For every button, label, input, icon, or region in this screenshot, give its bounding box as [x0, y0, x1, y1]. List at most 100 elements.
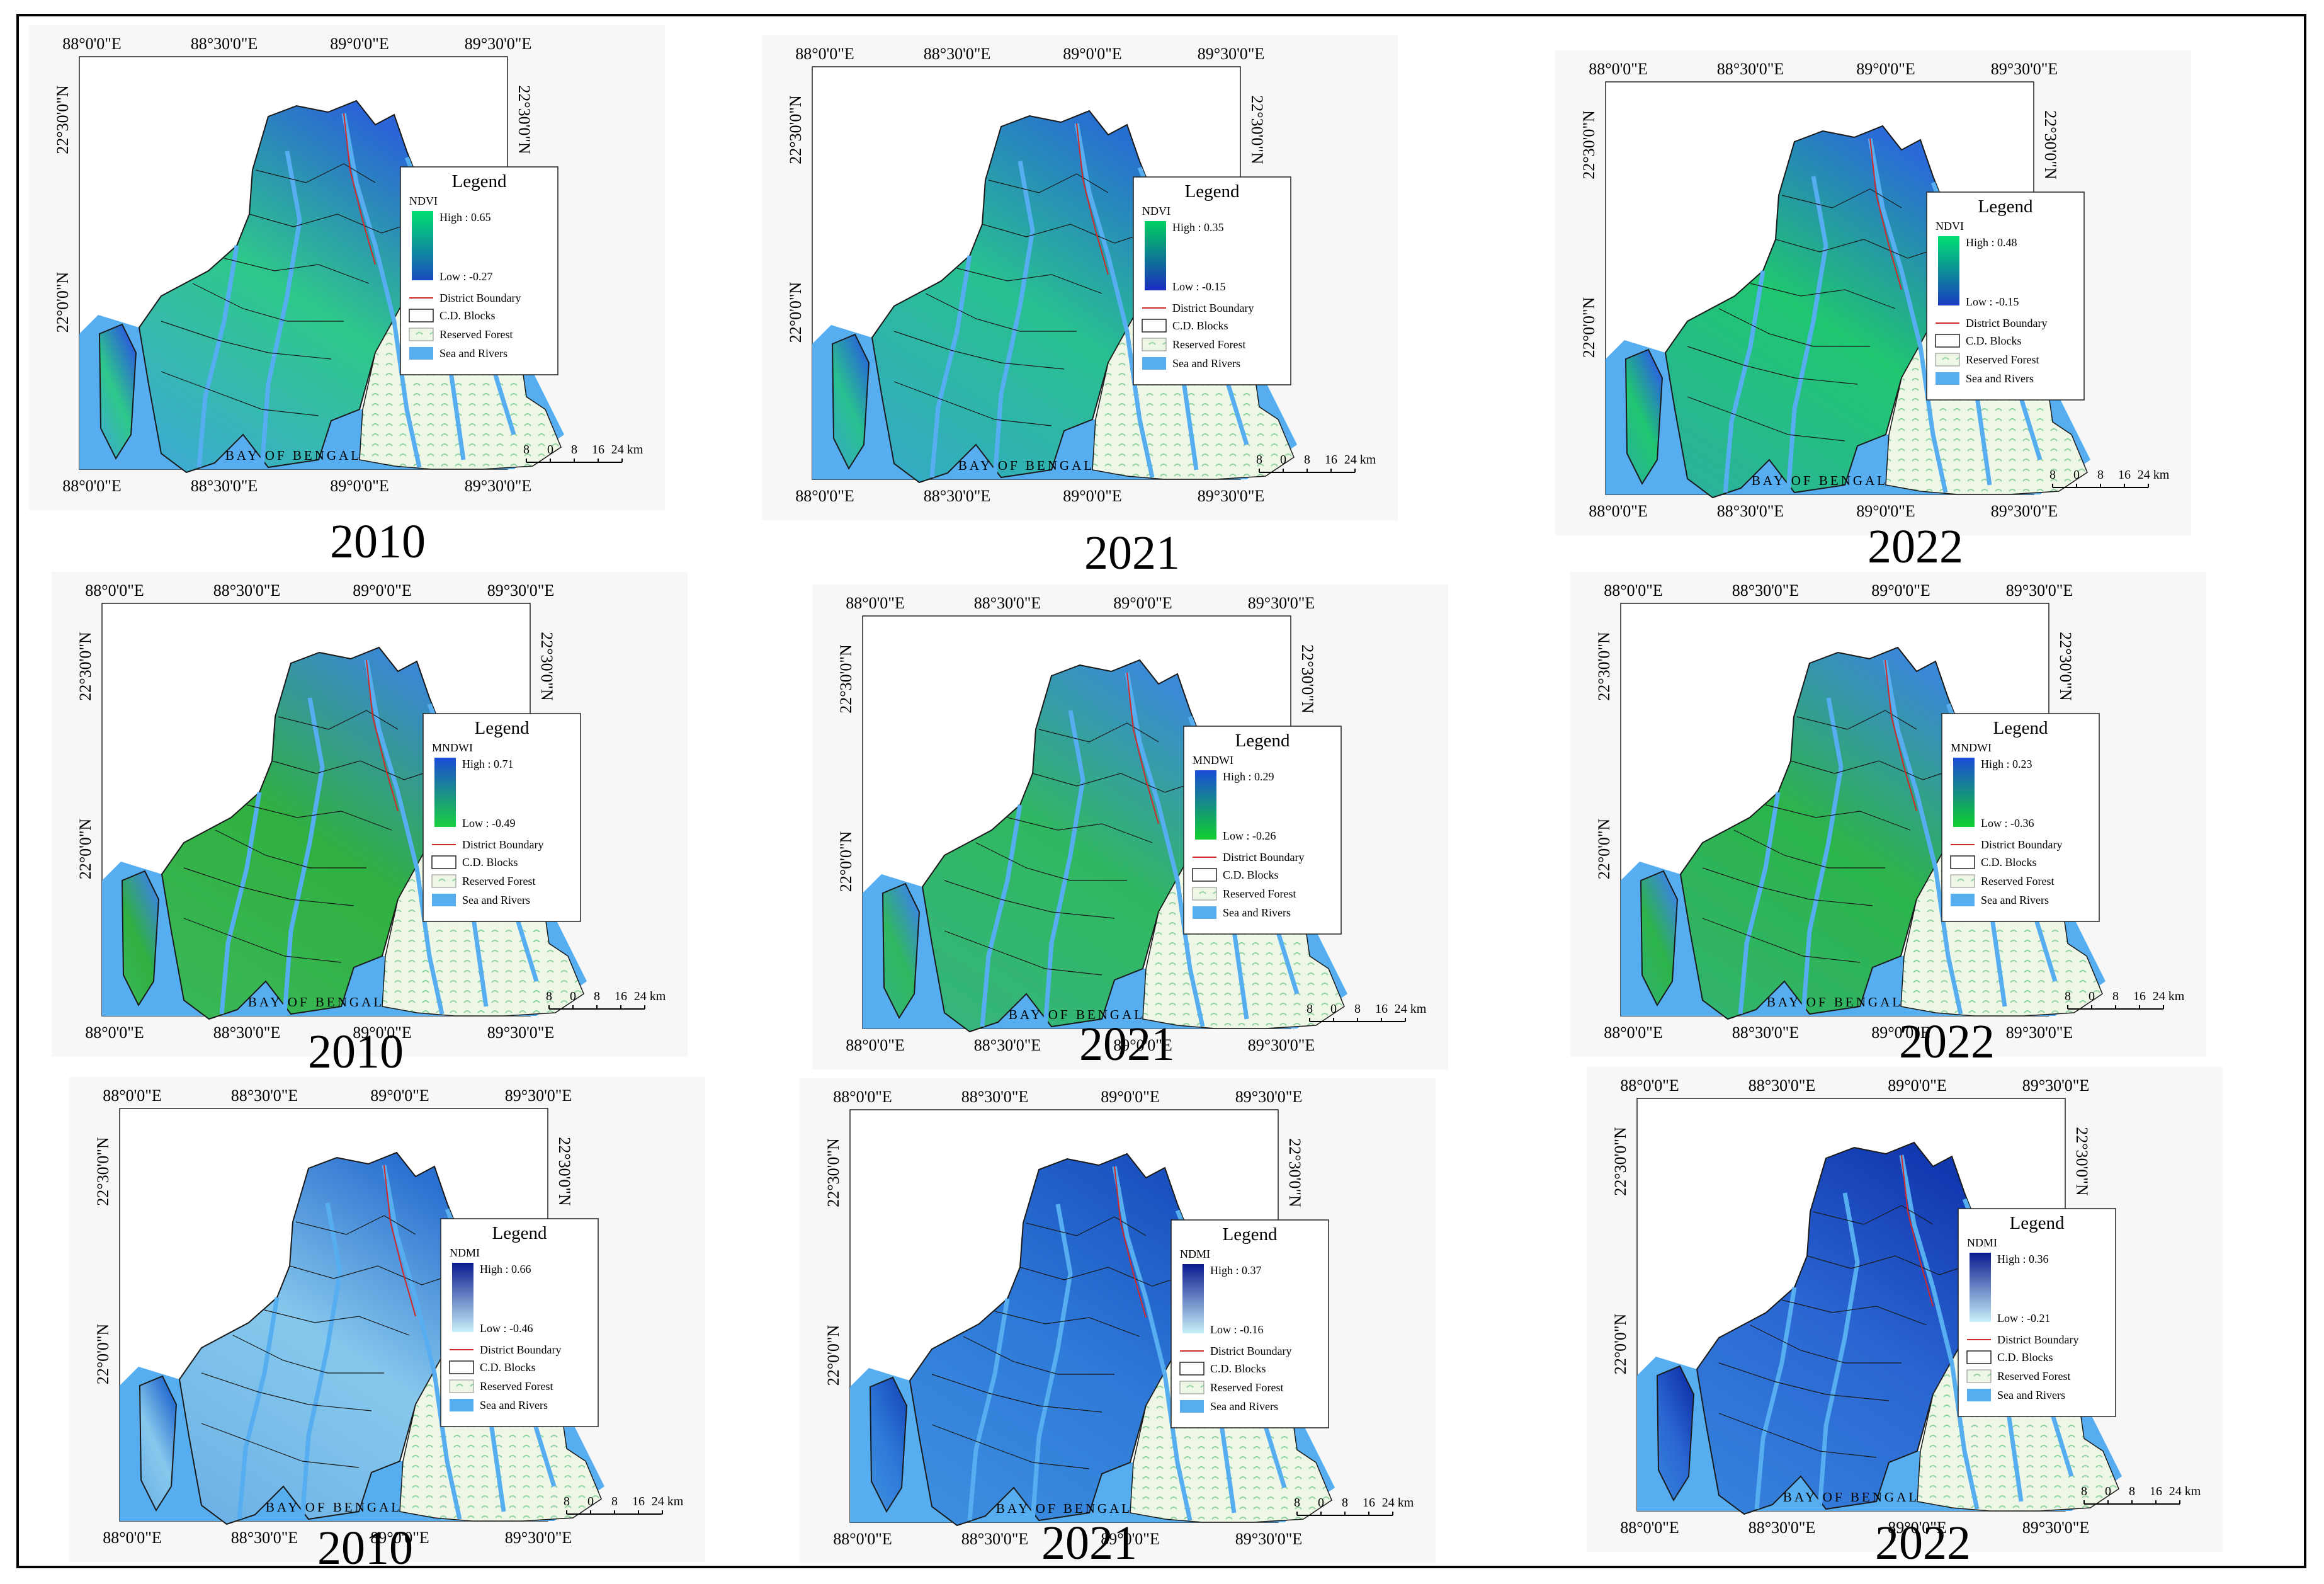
legend-high-value: High : 0.65	[439, 211, 491, 224]
block-boundary	[289, 1265, 460, 1285]
latitude-tick-label: 22°0'0"N	[1595, 819, 1613, 880]
scale-bar: 8 0 8 16 24 km	[2081, 1484, 2201, 1505]
legend-forest-swatch	[1950, 874, 1975, 888]
legend-index-name: NDMI	[1180, 1248, 1210, 1260]
longitude-tick-label: 88°30'0"E	[961, 1530, 1029, 1548]
island	[1624, 348, 1664, 486]
scale-bar-label: 24 km	[2169, 1484, 2201, 1498]
scale-bar: 8 0 8 16 24 km	[2065, 989, 2185, 1010]
legend-title: Legend	[492, 1223, 547, 1243]
latitude-tick-label: 22°0'0"N	[824, 1325, 842, 1386]
block-boundary	[264, 1309, 410, 1336]
legend-title: Legend	[452, 171, 507, 191]
map-panel-mndwi-2022: BAY OF BENGAL 88°0'0"E 88°0'0"E 88°30'0"E 88…	[1570, 572, 2206, 1057]
year-label: 2022	[1875, 1517, 1971, 1570]
longitude-tick-label: 88°30'0"E	[191, 477, 258, 495]
scale-bar-label: 8	[1304, 453, 1310, 467]
scale-bar-label: 0	[570, 989, 576, 1003]
legend-high-value: High : 0.37	[1210, 1264, 1262, 1277]
latitude-tick-label: 22°30'0"N	[1286, 1138, 1304, 1207]
longitude-tick-label: 89°0'0"E	[1101, 1530, 1160, 1548]
legend-reserved-forest: Reserved Forest	[1997, 1370, 2070, 1382]
scale-bar: 8 0 8 16 24 km	[1256, 453, 1376, 473]
legend-district-boundary: District Boundary	[480, 1343, 561, 1356]
legend-sea-swatch	[1193, 906, 1216, 919]
legend-forest-swatch	[1179, 1381, 1205, 1394]
map-panel-ndmi-2022: BAY OF BENGAL 88°0'0"E 88°0'0"E 88°30'0"E 88…	[1587, 1067, 2223, 1552]
latitude-tick-label: 22°30'0"N	[2073, 1127, 2091, 1196]
longitude-tick-label: 89°0'0"E	[1888, 1076, 1947, 1095]
block-boundary	[232, 1335, 384, 1374]
legend-low-value: Low : -0.46	[480, 1322, 533, 1335]
scale-bar-label: 16	[2118, 468, 2131, 482]
district-land	[909, 1153, 1256, 1527]
year-label: 2021	[1084, 527, 1180, 579]
longitude-tick-label: 88°0'0"E	[795, 487, 854, 505]
longitude-tick-label: 88°0'0"E	[1620, 1518, 1679, 1537]
longitude-tick-label: 89°30'0"E	[1198, 45, 1265, 63]
block-boundary	[931, 1374, 1102, 1413]
block-boundary	[1718, 1362, 1890, 1401]
block-boundary	[183, 918, 342, 963]
block-boundary	[893, 381, 1052, 426]
block-boundary	[215, 829, 366, 869]
longitude-tick-label: 89°30'0"E	[505, 1086, 572, 1105]
legend-cd-blocks: C.D. Blocks	[462, 856, 518, 869]
longitude-tick-label: 88°0'0"E	[1604, 581, 1663, 600]
legend-title: Legend	[1978, 197, 2033, 217]
legend-sea-swatch	[1967, 1389, 1991, 1401]
legend-color-ramp	[1145, 221, 1166, 290]
legend-color-ramp	[434, 758, 456, 827]
legend-low-value: Low : -0.16	[1210, 1323, 1264, 1336]
block-boundary	[893, 331, 1065, 370]
block-boundary	[975, 842, 1127, 881]
river	[1043, 710, 1085, 1027]
longitude-tick-label: 88°0'0"E	[103, 1086, 162, 1105]
legend-sea-and-rivers: Sea and Rivers	[462, 894, 530, 906]
longitude-tick-label: 88°30'0"E	[1717, 502, 1784, 520]
longitude-tick-label: 89°30'0"E	[1991, 60, 2058, 78]
district-boundary-line	[366, 659, 399, 812]
scale-bar-label: 8	[1307, 1002, 1313, 1016]
block-boundary	[1019, 1267, 1191, 1287]
block-boundary	[963, 1336, 1114, 1375]
longitude-tick-label: 88°30'0"E	[974, 1036, 1041, 1054]
block-boundary	[278, 710, 399, 730]
legend-low-value: Low : -0.15	[1966, 295, 2019, 308]
block-boundary	[1702, 918, 1861, 963]
river	[1899, 1154, 1980, 1510]
longitude-tick-label: 88°30'0"E	[1732, 581, 1800, 600]
scale-bar-label: 8	[2129, 1484, 2135, 1498]
map-svg: BAY OF BENGAL88°0'0"E88°0'0"E88°30'0"E88…	[812, 584, 1448, 1069]
legend-index-name: NDMI	[1967, 1236, 1997, 1249]
legend-index-name: NDVI	[409, 195, 438, 207]
latitude-tick-label: 22°30'0"N	[538, 632, 556, 701]
island	[869, 1376, 908, 1513]
island	[831, 333, 870, 470]
bay-of-bengal-label: BAY OF BENGAL	[958, 458, 1094, 473]
legend-high-value: High : 0.36	[1997, 1253, 2049, 1265]
legend-forest-swatch	[1935, 353, 1960, 367]
scale-bar-label: 16	[592, 443, 604, 457]
legend-reserved-forest: Reserved Forest	[1223, 887, 1296, 900]
block-boundary	[192, 283, 344, 322]
river	[237, 1297, 280, 1520]
latitude-tick-label: 22°30'0"N	[1298, 644, 1317, 714]
latitude-tick-label: 22°0'0"N	[837, 831, 855, 892]
legend-high-value: High : 0.35	[1172, 221, 1224, 234]
river	[1074, 123, 1155, 478]
legend-reserved-forest: Reserved Forest	[439, 328, 513, 341]
legend-cd-blocks: C.D. Blocks	[480, 1361, 536, 1374]
legend-cd-blocks: C.D. Blocks	[1966, 334, 2022, 347]
river	[259, 151, 302, 468]
map-panel-ndvi-2010: BAY OF BENGAL 88°0'0"E 88°0'0"E 88°30'0"E 88…	[29, 25, 665, 510]
longitude-tick-label: 89°30'0"E	[1248, 1036, 1315, 1054]
district-land	[871, 110, 1218, 484]
scale-bar-label: 0	[2105, 1484, 2111, 1498]
legend-high-value: High : 0.23	[1981, 758, 2032, 770]
legend-color-ramp	[1938, 236, 1959, 305]
latitude-tick-label: 22°30'0"N	[824, 1138, 842, 1207]
